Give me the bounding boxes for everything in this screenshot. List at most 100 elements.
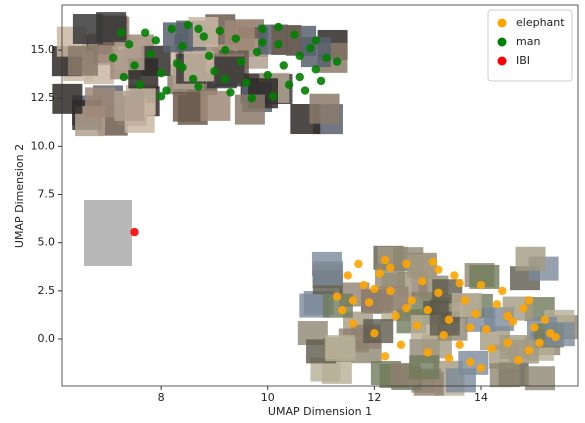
- point: [221, 75, 229, 83]
- thumbnail: [525, 366, 555, 390]
- point: [381, 256, 389, 264]
- point: [503, 312, 511, 320]
- point: [514, 356, 522, 364]
- point: [210, 67, 218, 75]
- point: [455, 341, 463, 349]
- point: [226, 88, 234, 96]
- point: [285, 81, 293, 89]
- point: [344, 271, 352, 279]
- point: [189, 75, 197, 83]
- point: [200, 32, 208, 40]
- point: [237, 57, 245, 65]
- point: [445, 316, 453, 324]
- point: [117, 29, 125, 37]
- thumbnail: [325, 335, 355, 359]
- point: [296, 73, 304, 81]
- thumbnail: [322, 360, 352, 384]
- thumbnail: [409, 355, 439, 379]
- point: [290, 30, 298, 38]
- thumbnail: [363, 319, 393, 343]
- point: [429, 258, 437, 266]
- point: [130, 61, 138, 69]
- point: [450, 271, 458, 279]
- thumbnail: [68, 46, 98, 76]
- x-tick-label: 12: [367, 391, 381, 404]
- x-tick-label: 14: [474, 391, 488, 404]
- point: [418, 277, 426, 285]
- x-tick-label: 8: [158, 391, 165, 404]
- point: [194, 25, 202, 33]
- thumbnail: [313, 261, 343, 285]
- point: [306, 44, 314, 52]
- point: [333, 292, 341, 300]
- point: [551, 333, 559, 341]
- thumbnail: [446, 368, 476, 392]
- point: [221, 46, 229, 54]
- point: [184, 21, 192, 29]
- point: [248, 94, 256, 102]
- point: [349, 296, 357, 304]
- chart: UMAP Dimension 1 UMAP Dimension 2 8 10 12 1…: [0, 0, 585, 423]
- point: [146, 50, 154, 58]
- point: [312, 65, 320, 73]
- thumbnail: [225, 20, 255, 50]
- point: [253, 48, 261, 56]
- point: [381, 352, 389, 360]
- point: [333, 57, 341, 65]
- thumbnail: [509, 340, 539, 364]
- point: [471, 310, 479, 318]
- page: {"chart_data": {"type": "scatter", "xlab…: [0, 0, 585, 423]
- point: [360, 281, 368, 289]
- point: [525, 296, 533, 304]
- point: [274, 23, 282, 31]
- x-tick-label: 10: [261, 391, 275, 404]
- point: [503, 339, 511, 347]
- point: [498, 287, 506, 295]
- point: [296, 52, 304, 60]
- point: [482, 325, 490, 333]
- point: [194, 82, 202, 90]
- thumbnail: [85, 87, 115, 117]
- thumbnail: [516, 247, 546, 271]
- point: [530, 323, 538, 331]
- x-axis-title: UMAP Dimension 1: [268, 405, 372, 418]
- legend-marker: [498, 38, 507, 47]
- legend-label: IBI: [516, 54, 530, 67]
- point: [487, 344, 495, 352]
- point: [125, 40, 133, 48]
- point: [535, 339, 543, 347]
- point: [365, 298, 373, 306]
- point: [349, 319, 357, 327]
- point: [439, 331, 447, 339]
- point: [423, 306, 431, 314]
- y-tick-label: 7.5: [38, 188, 56, 201]
- point: [301, 86, 309, 94]
- y-axis-title: UMAP Dimension 2: [13, 144, 26, 248]
- point: [120, 73, 128, 81]
- point: [402, 304, 410, 312]
- point: [312, 36, 320, 44]
- point: [376, 269, 384, 277]
- point: [434, 289, 442, 297]
- point: [466, 323, 474, 331]
- point: [258, 38, 266, 46]
- point: [423, 348, 431, 356]
- point: [386, 287, 394, 295]
- point: [455, 279, 463, 287]
- legend-label: elephant: [516, 16, 565, 29]
- thumbnail: [52, 84, 82, 114]
- point: [477, 281, 485, 289]
- point: [232, 34, 240, 42]
- point: [413, 321, 421, 329]
- point: [391, 312, 399, 320]
- point: [178, 63, 186, 71]
- thumbnail: [114, 91, 144, 121]
- point: [157, 92, 165, 100]
- thumbnail: [84, 200, 132, 266]
- legend-marker: [498, 19, 507, 28]
- point: [109, 54, 117, 62]
- point: [519, 304, 527, 312]
- point: [445, 354, 453, 362]
- y-tick-label: 15.0: [31, 43, 56, 56]
